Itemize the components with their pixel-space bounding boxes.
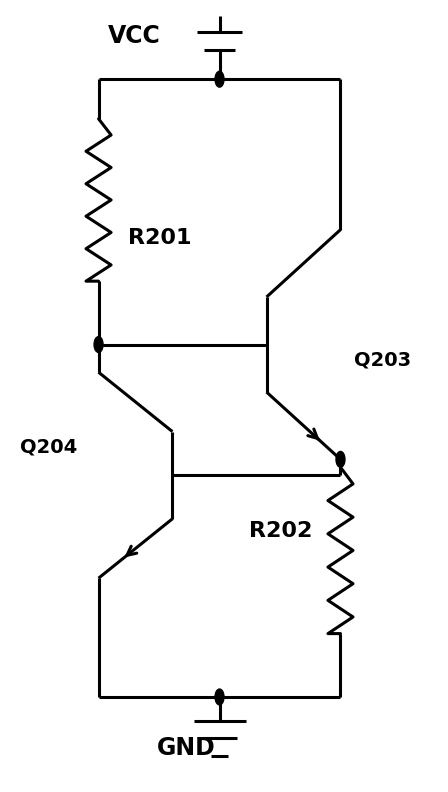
Circle shape (215, 689, 224, 705)
Text: R202: R202 (249, 520, 312, 541)
Text: Q204: Q204 (20, 438, 78, 457)
Circle shape (215, 71, 224, 87)
Text: R201: R201 (128, 227, 191, 248)
Text: GND: GND (157, 737, 215, 760)
Circle shape (336, 451, 345, 467)
Text: Q203: Q203 (354, 351, 411, 370)
Circle shape (94, 337, 103, 352)
Text: VCC: VCC (108, 24, 160, 48)
